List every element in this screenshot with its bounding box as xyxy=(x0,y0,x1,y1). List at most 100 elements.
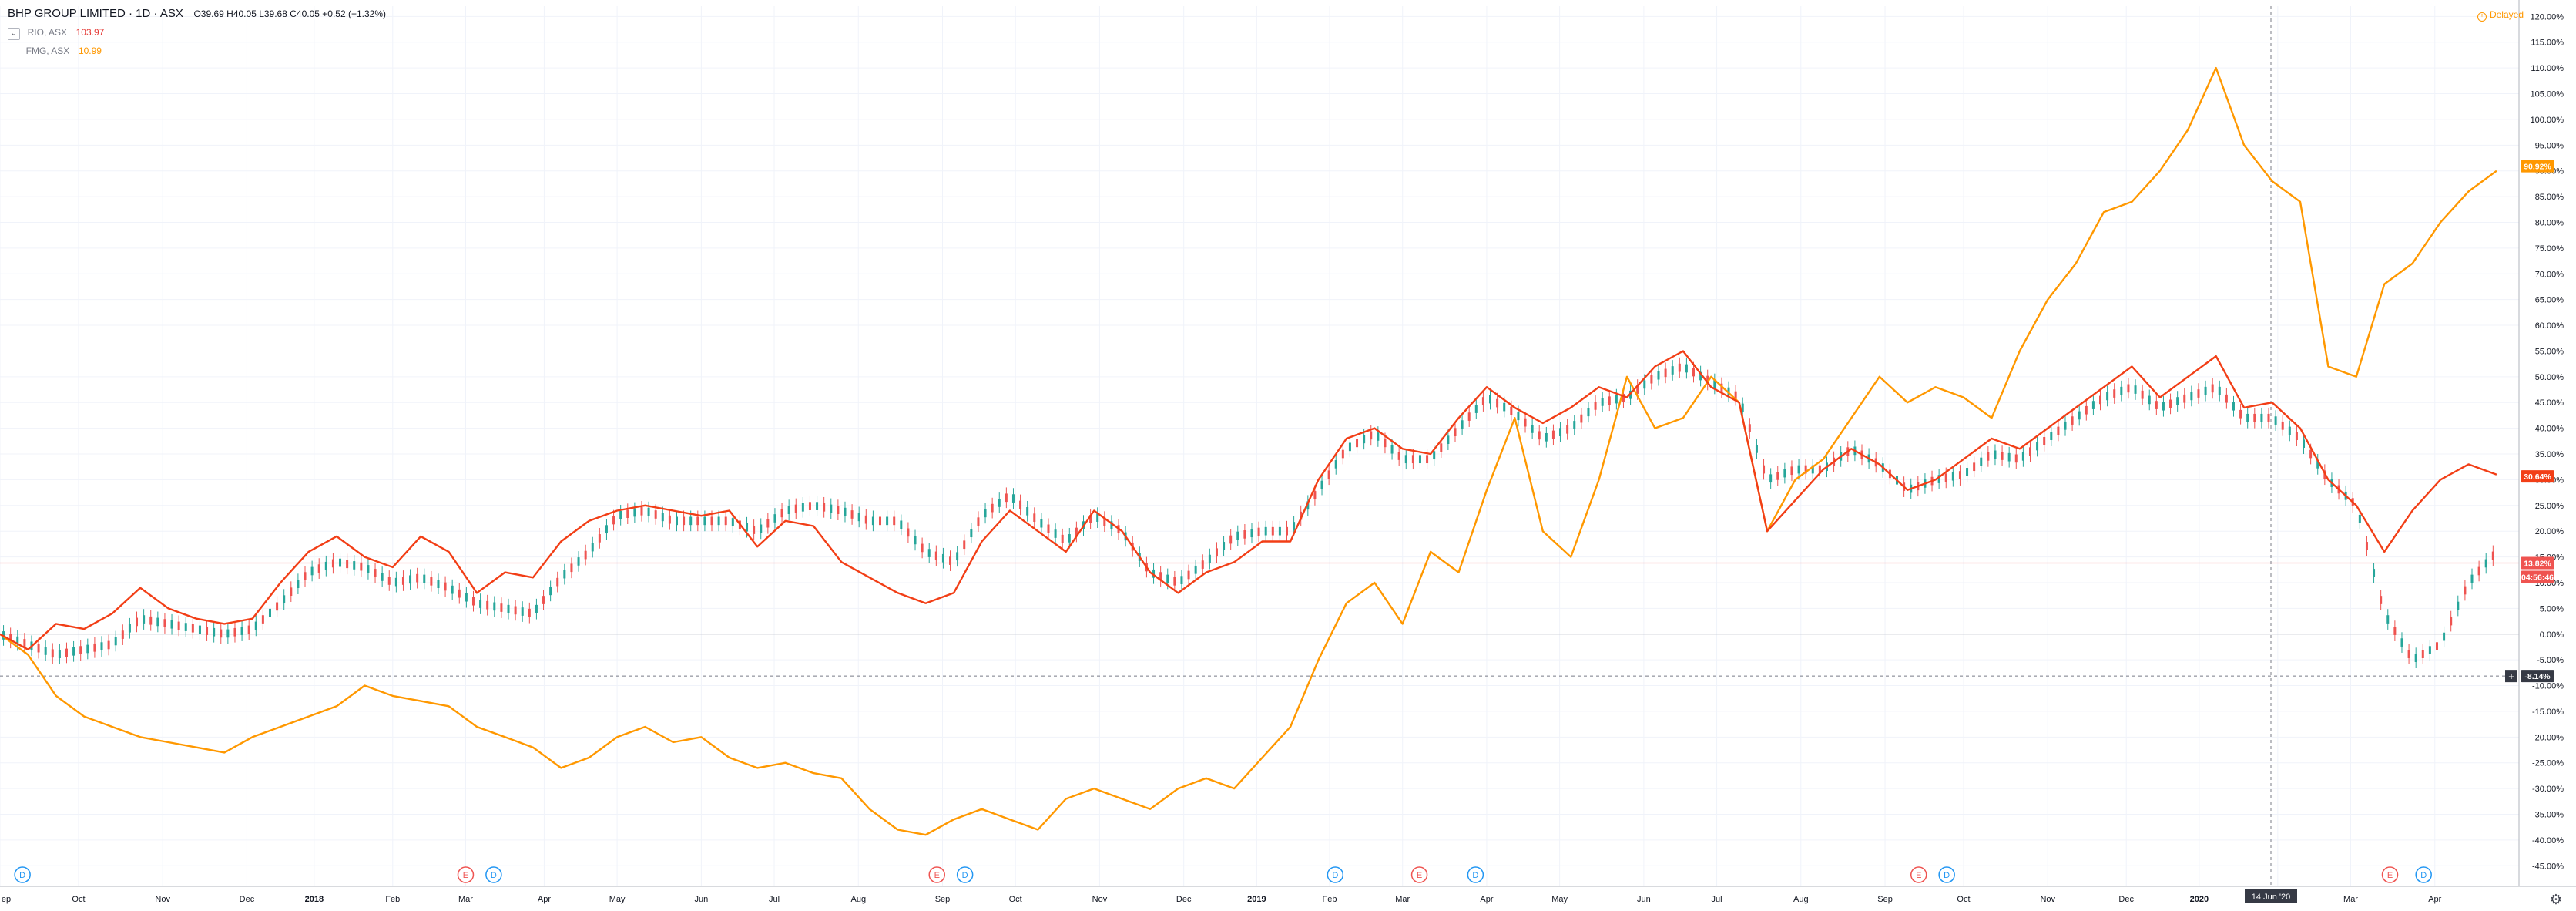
legend-item-rio[interactable]: ⌄ RIO, ASX 103.97 xyxy=(8,23,386,42)
dividend-marker xyxy=(1467,866,1484,883)
x-tick-label: Jun xyxy=(694,895,708,904)
candle-body xyxy=(261,615,264,624)
candle-body xyxy=(184,623,187,631)
candle-body xyxy=(2274,416,2277,425)
candle-body xyxy=(1363,435,1366,444)
candle-body xyxy=(1201,560,1204,569)
candle-body xyxy=(850,510,854,519)
y-tick-label: 110.00% xyxy=(2531,64,2564,73)
candle-body xyxy=(2232,402,2235,411)
candle-body xyxy=(1236,531,1239,540)
x-axis: ep Oct Nov Dec 2018 Feb Mar Apr May Jun Jul Aug Sep O… xyxy=(0,886,2576,911)
candle-body xyxy=(149,616,153,625)
candle-body xyxy=(2190,392,2193,401)
candle-body xyxy=(1005,493,1008,503)
crosshair-date-label-bg xyxy=(2245,889,2297,903)
earnings-marker xyxy=(457,866,475,883)
candle-body xyxy=(93,643,96,652)
candle-body xyxy=(1096,513,1099,523)
candle-body xyxy=(794,504,797,513)
candle-body xyxy=(1994,450,1997,459)
candle-body xyxy=(2435,642,2438,650)
candle-body xyxy=(1980,457,1983,466)
candle-body xyxy=(1187,570,1190,580)
price-label-text: -8.14% xyxy=(2524,672,2551,681)
y-tick-label: 45.00% xyxy=(2535,398,2564,408)
candle-body xyxy=(1706,375,1709,385)
candle-body xyxy=(2204,386,2207,395)
candle-body xyxy=(808,502,811,510)
y-tick-label: 80.00% xyxy=(2535,218,2564,227)
candle-body xyxy=(633,508,636,517)
candle-body xyxy=(2162,402,2165,411)
candle-body xyxy=(647,507,650,516)
x-tick-label: 2019 xyxy=(1247,895,1266,904)
candle-body xyxy=(563,570,566,579)
candle-body xyxy=(1699,371,1702,381)
candle-body xyxy=(65,648,68,657)
candle-body xyxy=(1271,526,1274,536)
candle-body xyxy=(2021,452,2024,461)
candle-body xyxy=(949,556,952,565)
candle-body xyxy=(2134,385,2137,394)
candle-body xyxy=(121,630,124,639)
candle-body xyxy=(1384,439,1387,448)
candle-body xyxy=(1019,500,1022,509)
candle-body xyxy=(2085,405,2088,415)
event-marker-letter: D xyxy=(491,871,497,880)
x-tick-label: Apr xyxy=(2428,895,2441,904)
x-tick-label: Oct xyxy=(1957,895,1970,904)
legend-item-fmg[interactable]: FMG, ASX 10.99 xyxy=(8,42,386,60)
legend-value: 103.97 xyxy=(75,27,105,38)
price-label-badge xyxy=(2521,470,2554,483)
candle-body xyxy=(1061,534,1064,543)
candle-body xyxy=(430,577,433,586)
candle-body xyxy=(956,552,959,561)
candle-body xyxy=(51,649,54,658)
candle-body xyxy=(324,561,327,570)
dividend-marker xyxy=(1938,866,1955,883)
candle-body xyxy=(1551,430,1555,439)
candle-body xyxy=(156,617,159,627)
candle-body xyxy=(871,516,874,526)
candle-body xyxy=(1678,363,1681,372)
candle-body xyxy=(471,597,475,606)
candle-body xyxy=(2239,409,2242,419)
candle-body xyxy=(1440,443,1443,452)
chevron-down-icon[interactable]: ⌄ xyxy=(8,28,20,40)
candle-body xyxy=(1692,368,1696,377)
candle-body xyxy=(1517,412,1520,421)
candle-body xyxy=(2428,646,2431,654)
gear-icon[interactable]: ⚙ xyxy=(2549,892,2562,907)
candle-body xyxy=(1671,366,1674,375)
candle-body xyxy=(2120,386,2123,395)
candle-body xyxy=(963,540,966,550)
candle-body xyxy=(2028,447,2031,456)
candle-body xyxy=(2001,452,2004,460)
x-tick-label: Oct xyxy=(1009,895,1022,904)
candle-body xyxy=(1159,572,1162,580)
crosshair-date-label: 14 Jun '20 xyxy=(2252,893,2290,902)
event-marker-letter: D xyxy=(1944,871,1950,880)
candle-body xyxy=(612,516,615,525)
candle-body xyxy=(381,573,384,581)
event-marker-letter: D xyxy=(1332,871,1338,880)
candle-body xyxy=(528,608,531,617)
candle-body xyxy=(1293,522,1296,530)
candle-body xyxy=(900,520,903,529)
x-tick-label: Mar xyxy=(1395,895,1410,904)
candle-body xyxy=(1370,431,1373,440)
candle-body xyxy=(1804,465,1807,474)
y-tick-label: 55.00% xyxy=(2535,347,2564,356)
candle-body xyxy=(1685,364,1688,373)
candle-body xyxy=(465,593,468,602)
delayed-badge[interactable]: ! Delayed xyxy=(2477,9,2524,22)
candle-body xyxy=(1250,529,1253,538)
dividend-marker xyxy=(1327,866,1344,883)
candle-body xyxy=(2457,601,2460,610)
candle-body xyxy=(1664,368,1667,378)
candle-body xyxy=(1973,462,1976,472)
candle-body xyxy=(2050,432,2053,440)
